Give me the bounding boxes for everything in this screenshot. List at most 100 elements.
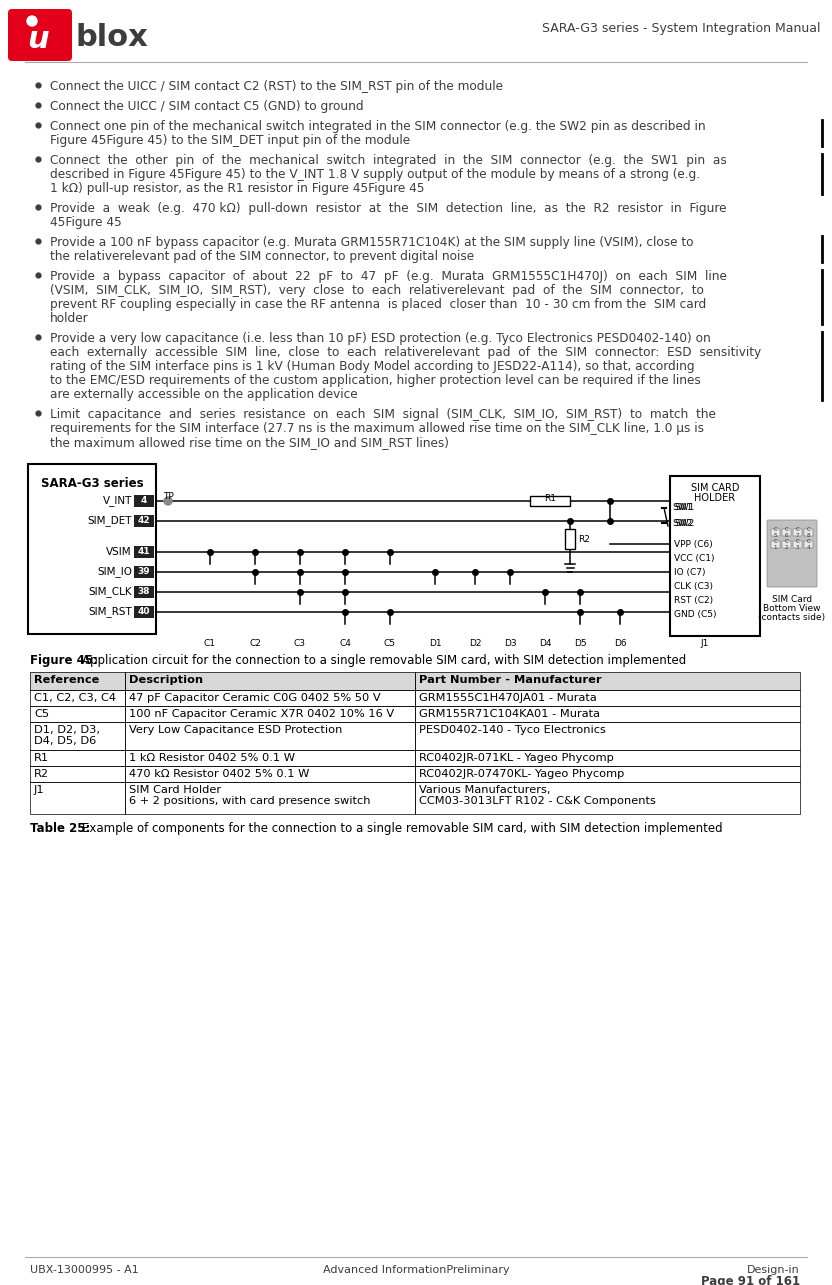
Text: requirements for the SIM interface (27.7 ns is the maximum allowed rise time on : requirements for the SIM interface (27.7… bbox=[50, 421, 704, 436]
Text: Provide  a  weak  (e.g.  470 kΩ)  pull-down  resistor  at  the  SIM  detection  : Provide a weak (e.g. 470 kΩ) pull-down r… bbox=[50, 202, 726, 215]
Bar bbox=[30, 672, 125, 690]
Text: PESD0402-140 - Tyco Electronics: PESD0402-140 - Tyco Electronics bbox=[419, 725, 606, 735]
Bar bbox=[30, 750, 125, 766]
Text: C
1: C 1 bbox=[774, 540, 777, 550]
Bar bbox=[125, 690, 415, 705]
Text: Table 25:: Table 25: bbox=[30, 822, 95, 835]
Text: 1 kΩ Resistor 0402 5% 0.1 W: 1 kΩ Resistor 0402 5% 0.1 W bbox=[129, 753, 295, 763]
Text: SIM_IO: SIM_IO bbox=[97, 567, 132, 577]
Text: J1: J1 bbox=[34, 785, 45, 795]
Bar bbox=[125, 722, 415, 750]
Text: V_INT: V_INT bbox=[102, 496, 132, 506]
Text: CLK (C3): CLK (C3) bbox=[674, 582, 713, 591]
Text: Page 91 of 161: Page 91 of 161 bbox=[701, 1275, 800, 1285]
Text: C
5: C 5 bbox=[774, 527, 777, 538]
Text: Figure 45:: Figure 45: bbox=[30, 654, 102, 667]
Circle shape bbox=[164, 497, 172, 505]
Text: holder: holder bbox=[50, 312, 89, 325]
Bar bbox=[415, 705, 800, 722]
Bar bbox=[793, 529, 802, 536]
Bar bbox=[125, 722, 415, 750]
Bar bbox=[415, 722, 800, 750]
Text: 39: 39 bbox=[137, 567, 151, 576]
Text: RC0402JR-07470KL- Yageo Phycomp: RC0402JR-07470KL- Yageo Phycomp bbox=[419, 768, 624, 779]
Bar bbox=[125, 705, 415, 722]
Text: CCM03-3013LFT R102 - C&K Components: CCM03-3013LFT R102 - C&K Components bbox=[419, 795, 656, 806]
Text: to the EMC/ESD requirements of the custom application, higher protection level c: to the EMC/ESD requirements of the custo… bbox=[50, 374, 701, 387]
Text: 1 kΩ) pull-up resistor, as the R1 resistor in Figure 45Figure 45: 1 kΩ) pull-up resistor, as the R1 resist… bbox=[50, 182, 424, 195]
Text: 40: 40 bbox=[138, 607, 151, 616]
Bar bbox=[530, 496, 570, 506]
Bar bbox=[134, 565, 154, 578]
Text: Bottom View: Bottom View bbox=[763, 604, 820, 613]
Bar bbox=[793, 541, 802, 547]
Text: Figure 45Figure 45) to the SIM_DET input pin of the module: Figure 45Figure 45) to the SIM_DET input… bbox=[50, 134, 410, 146]
Text: C
7: C 7 bbox=[795, 527, 800, 538]
Bar bbox=[782, 541, 791, 547]
Text: 42: 42 bbox=[137, 517, 151, 526]
Bar bbox=[30, 766, 125, 783]
Text: C
4: C 4 bbox=[807, 540, 810, 550]
Bar bbox=[415, 690, 800, 705]
Text: GND (C5): GND (C5) bbox=[674, 609, 716, 618]
Text: 6 + 2 positions, with card presence switch: 6 + 2 positions, with card presence swit… bbox=[129, 795, 370, 806]
Text: GRM155R71C104KA01 - Murata: GRM155R71C104KA01 - Murata bbox=[419, 709, 600, 720]
Bar bbox=[30, 766, 125, 783]
Text: UBX-13000995 - A1: UBX-13000995 - A1 bbox=[30, 1264, 139, 1275]
Text: Design-in: Design-in bbox=[747, 1264, 800, 1275]
Bar bbox=[125, 672, 415, 690]
Text: D1: D1 bbox=[428, 639, 441, 648]
Text: the relativerelevant pad of the SIM connector, to prevent digital noise: the relativerelevant pad of the SIM conn… bbox=[50, 251, 474, 263]
Bar bbox=[782, 529, 791, 536]
Text: SARA-G3 series - System Integration Manual: SARA-G3 series - System Integration Manu… bbox=[542, 22, 820, 35]
Text: R2: R2 bbox=[578, 535, 590, 544]
Text: R1: R1 bbox=[34, 753, 49, 763]
Text: Provide a very low capacitance (i.e. less than 10 pF) ESD protection (e.g. Tyco : Provide a very low capacitance (i.e. les… bbox=[50, 332, 711, 344]
Text: C4: C4 bbox=[339, 639, 351, 648]
Bar bbox=[125, 783, 415, 813]
Bar bbox=[125, 766, 415, 783]
Text: C3: C3 bbox=[294, 639, 306, 648]
Bar bbox=[30, 690, 125, 705]
Bar bbox=[30, 722, 125, 750]
Text: rating of the SIM interface pins is 1 kV (Human Body Model according to JESD22-A: rating of the SIM interface pins is 1 kV… bbox=[50, 360, 695, 373]
Text: IO (C7): IO (C7) bbox=[674, 568, 706, 577]
Bar bbox=[804, 541, 813, 547]
Text: are externally accessible on the application device: are externally accessible on the applica… bbox=[50, 388, 358, 401]
Text: C
8: C 8 bbox=[807, 527, 810, 538]
Text: SW2: SW2 bbox=[672, 519, 692, 528]
Bar bbox=[415, 690, 800, 705]
Bar bbox=[415, 783, 800, 813]
Text: VSIM: VSIM bbox=[106, 547, 132, 556]
Bar bbox=[30, 783, 125, 813]
Text: (contacts side): (contacts side) bbox=[759, 613, 825, 622]
Bar bbox=[30, 783, 125, 813]
Text: SIM_CLK: SIM_CLK bbox=[88, 586, 132, 598]
Bar bbox=[125, 750, 415, 766]
Text: Example of components for the connection to a single removable SIM card, with SI: Example of components for the connection… bbox=[82, 822, 723, 835]
Text: D3: D3 bbox=[503, 639, 517, 648]
Text: SIM Card: SIM Card bbox=[772, 595, 812, 604]
Bar bbox=[415, 750, 800, 766]
Text: Connect one pin of the mechanical switch integrated in the SIM connector (e.g. t: Connect one pin of the mechanical switch… bbox=[50, 120, 706, 134]
Bar bbox=[415, 766, 800, 783]
Bar bbox=[125, 690, 415, 705]
Text: TP: TP bbox=[162, 492, 173, 501]
Text: Description: Description bbox=[129, 675, 203, 685]
Bar bbox=[415, 722, 800, 750]
Text: u: u bbox=[27, 24, 49, 54]
Text: Provide a 100 nF bypass capacitor (e.g. Murata GRM155R71C104K) at the SIM supply: Provide a 100 nF bypass capacitor (e.g. … bbox=[50, 236, 694, 249]
Bar bbox=[804, 529, 813, 536]
Bar bbox=[565, 529, 575, 549]
Text: C2: C2 bbox=[249, 639, 261, 648]
Text: C1: C1 bbox=[204, 639, 216, 648]
Text: C5: C5 bbox=[34, 709, 49, 720]
Text: described in Figure 45Figure 45) to the V_INT 1.8 V supply output of the module : described in Figure 45Figure 45) to the … bbox=[50, 168, 700, 181]
Text: SARA-G3 series: SARA-G3 series bbox=[41, 477, 143, 490]
Circle shape bbox=[27, 15, 37, 26]
Text: VPP (C6): VPP (C6) bbox=[674, 540, 713, 549]
Bar bbox=[125, 766, 415, 783]
Text: SIM_DET: SIM_DET bbox=[87, 515, 132, 527]
Text: D4, D5, D6: D4, D5, D6 bbox=[34, 736, 97, 747]
Bar bbox=[134, 586, 154, 598]
